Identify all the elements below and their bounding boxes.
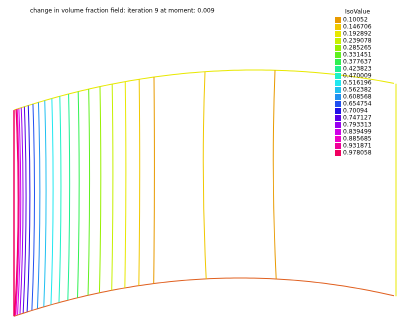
legend-swatch: [335, 52, 341, 58]
bottom-boundary: [13, 277, 395, 317]
legend-swatch: [335, 24, 341, 30]
legend-swatch: [335, 38, 341, 44]
contour-line: [50, 98, 54, 305]
legend-label: 0.70094: [343, 108, 368, 115]
legend-label: 0.470009: [343, 73, 372, 80]
legend-label: 0.192892: [343, 31, 372, 38]
contour-line: [36, 102, 41, 309]
top-boundary: [13, 69, 395, 111]
legend-swatch: [335, 66, 341, 72]
contour-line: [138, 79, 141, 286]
legend-swatch: [335, 45, 341, 51]
legend-swatch: [335, 108, 341, 114]
legend-label: 0.562382: [343, 87, 372, 94]
contour-line: [17, 108, 22, 315]
contour-line: [98, 86, 102, 293]
legend-label: 0.931871: [343, 143, 372, 150]
contour-line: [15, 108, 20, 316]
contour-line: [19, 107, 24, 314]
legend-label: 0.654754: [343, 101, 372, 108]
legend-label: 0.885685: [343, 136, 372, 143]
legend-label: 0.839499: [343, 129, 372, 136]
contour-line: [87, 89, 91, 296]
contour-line: [111, 84, 114, 291]
legend-swatch: [335, 94, 341, 100]
legend-label: 0.377637: [343, 59, 372, 66]
legend-swatch: [335, 115, 341, 121]
legend-swatch: [335, 17, 341, 23]
legend-swatch: [335, 80, 341, 86]
legend-swatch: [335, 87, 341, 93]
legend-label: 0.516196: [343, 80, 372, 87]
contour-line: [22, 106, 27, 313]
legend-label: 0.608568: [343, 94, 372, 101]
contour-line: [14, 109, 19, 316]
legend-label: 0.978058: [343, 150, 372, 157]
contour-line: [43, 100, 47, 307]
plot-title: change in volume fraction field: iterati…: [30, 8, 215, 15]
contour-line: [124, 81, 127, 288]
contour-line: [58, 96, 62, 303]
contour-line: [26, 105, 31, 312]
legend-swatch: [335, 73, 341, 79]
legend-label: 0.10052: [343, 17, 368, 24]
legend-swatch: [335, 31, 341, 37]
legend-swatch: [335, 136, 341, 142]
legend-swatch: [335, 122, 341, 128]
legend-label: 0.423823: [343, 66, 372, 73]
legend-swatch: [335, 143, 341, 149]
contour-line: [67, 93, 71, 301]
legend-label: 0.146706: [343, 24, 372, 31]
legend-swatch: [335, 150, 341, 156]
legend-label: 0.285265: [343, 45, 372, 52]
legend-label: 0.747127: [343, 115, 372, 122]
contour-line: [153, 77, 155, 284]
contour-line: [31, 104, 35, 311]
legend-swatch: [335, 101, 341, 107]
legend-label: 0.239078: [343, 38, 372, 45]
contour-line: [202, 71, 207, 279]
contour-line: [272, 70, 277, 279]
legend-label: 0.793313: [343, 122, 372, 129]
legend-title: IsoValue: [345, 9, 370, 16]
contours: [13, 69, 397, 317]
contour-line: [77, 91, 80, 298]
legend-swatch: [335, 59, 341, 65]
legend-swatch: [335, 129, 341, 135]
legend: 0.100520.1467060.1928920.2390780.2852650…: [335, 17, 372, 157]
legend-label: 0.331451: [343, 52, 372, 59]
